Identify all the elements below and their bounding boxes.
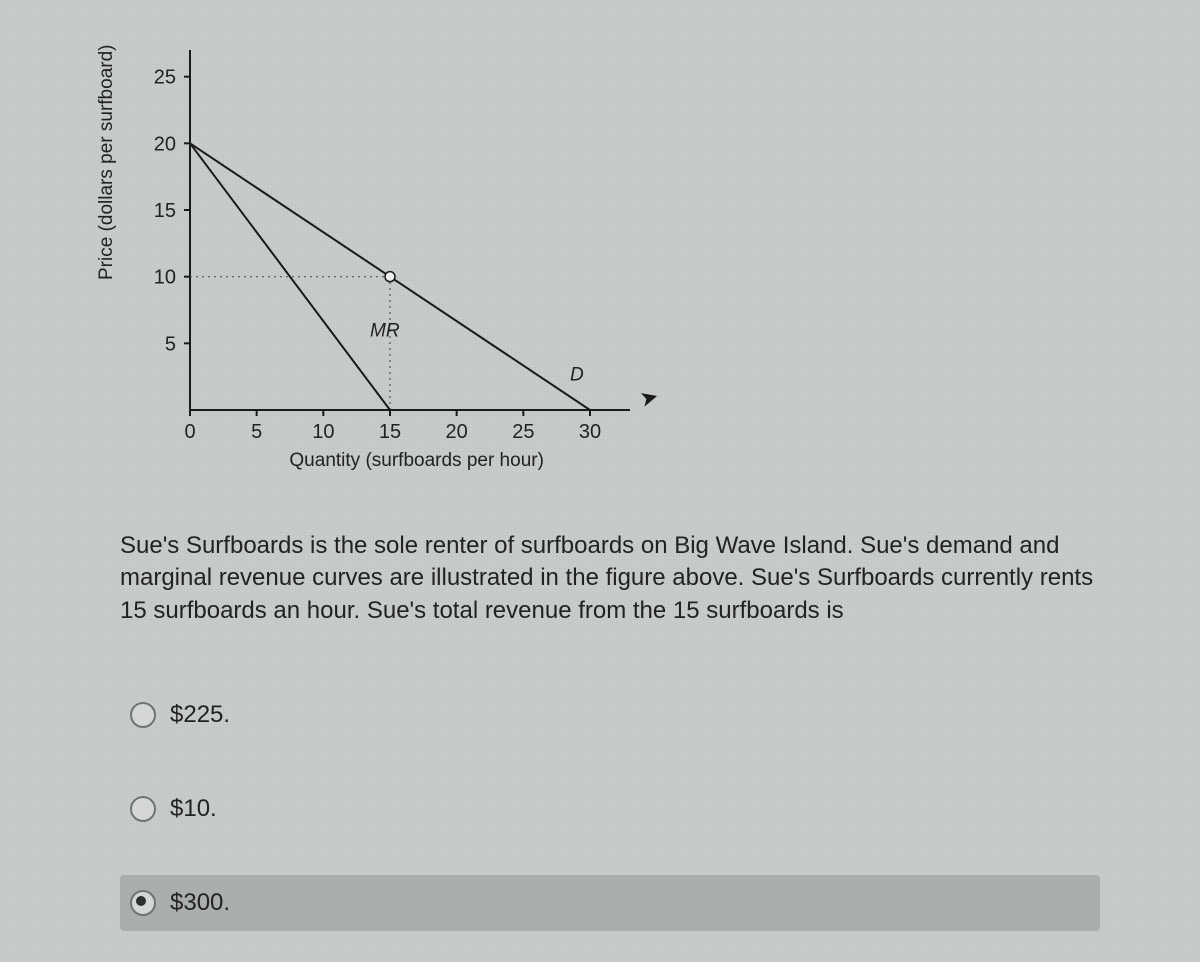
option-225[interactable]: $225.: [120, 687, 1100, 743]
radio-icon: [130, 796, 156, 822]
option-label: $10.: [170, 795, 217, 823]
question-text: Sue's Surfboards is the sole renter of s…: [120, 530, 1110, 627]
svg-text:5: 5: [165, 333, 176, 355]
y-axis-label: Price (dollars per surfboard): [96, 45, 118, 280]
svg-text:20: 20: [154, 133, 176, 155]
svg-text:20: 20: [446, 421, 468, 443]
svg-text:5: 5: [251, 421, 262, 443]
chart-container: Price (dollars per surfboard) 5101520250…: [110, 20, 670, 480]
svg-text:D: D: [570, 365, 584, 386]
option-label: $225.: [170, 701, 230, 729]
svg-text:15: 15: [154, 200, 176, 222]
svg-text:0: 0: [184, 421, 195, 443]
demand-mr-chart: 5 10 15 20 25 0 5 10 15 20 25 30 Quantity (surfboard…: [110, 20, 670, 480]
svg-text:10: 10: [312, 421, 334, 443]
answer-options: $225. $10. $300. $150.: [120, 687, 1120, 962]
svg-text:25: 25: [512, 421, 534, 443]
svg-text:10: 10: [154, 267, 176, 289]
radio-icon: [130, 702, 156, 728]
option-label: $300.: [170, 889, 230, 917]
svg-text:25: 25: [154, 67, 176, 89]
option-300[interactable]: $300.: [120, 875, 1100, 931]
svg-text:MR: MR: [370, 321, 400, 342]
svg-text:Quantity (surfboards per hour): Quantity (surfboards per hour): [289, 450, 544, 471]
svg-text:30: 30: [579, 421, 601, 443]
svg-text:15: 15: [379, 421, 401, 443]
option-10[interactable]: $10.: [120, 781, 1100, 837]
radio-icon: [130, 890, 156, 916]
